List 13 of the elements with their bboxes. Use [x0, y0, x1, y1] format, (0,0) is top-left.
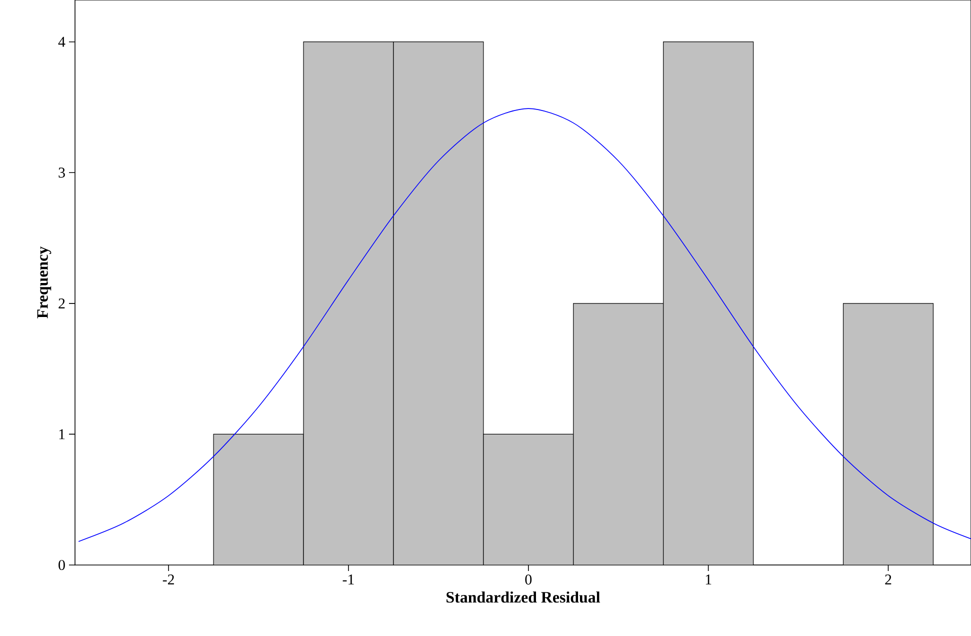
x-tick-label: 1 — [706, 574, 712, 584]
y-tick-label: 4 — [58, 36, 66, 47]
y-tick-label: 0 — [58, 560, 65, 570]
x-tick-label: 0 — [525, 574, 532, 585]
x-tick-label: 2 — [885, 574, 892, 584]
y-axis-title: Frequency — [37, 246, 52, 318]
line-series — [78, 108, 971, 542]
x-tick-label: -2 — [162, 574, 174, 584]
x-tick-label: -1 — [342, 574, 354, 584]
x-axis-title: Standardized Residual — [446, 591, 600, 603]
y-tick-label: 3 — [58, 168, 65, 178]
y-tick-label: 1 — [59, 429, 65, 440]
y-tick-label: 2 — [58, 298, 65, 308]
